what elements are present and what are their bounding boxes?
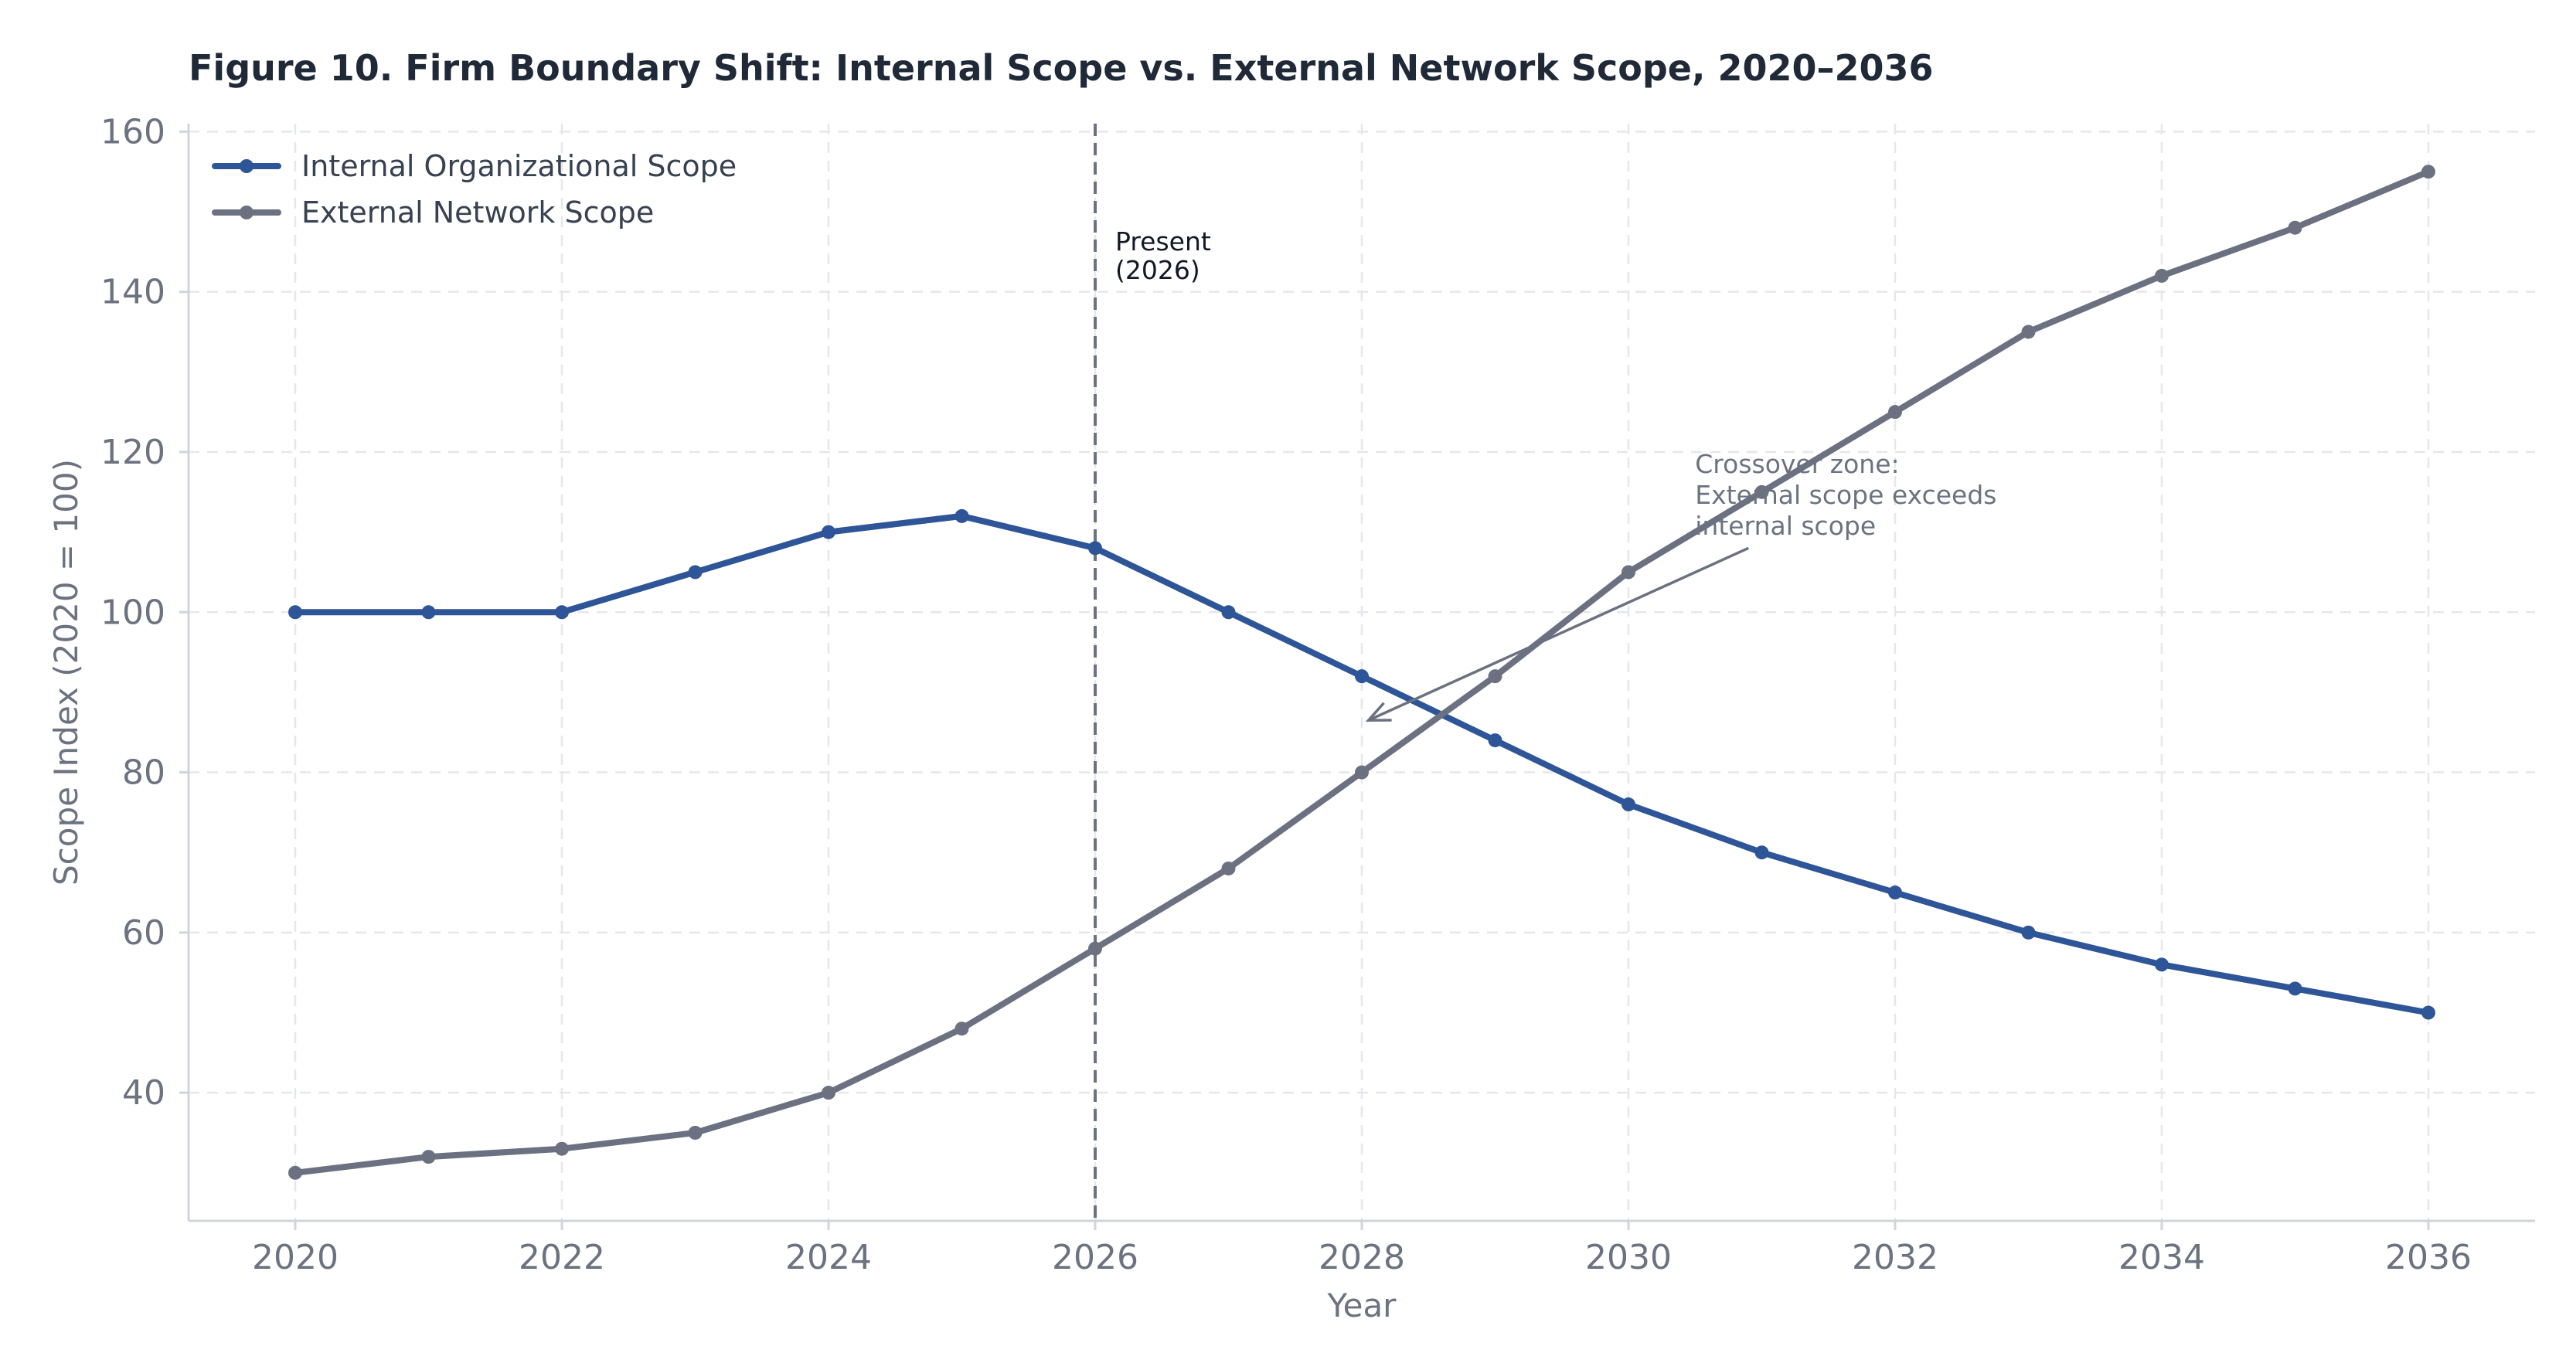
y-tick-label: 120 bbox=[100, 433, 165, 472]
x-tick-label: 2032 bbox=[1852, 1238, 1938, 1277]
data-point bbox=[1754, 484, 1769, 499]
crossover-label: External scope exceeds bbox=[1695, 480, 1996, 510]
data-point bbox=[1355, 765, 1369, 780]
x-tick-label: 2026 bbox=[1052, 1238, 1138, 1277]
data-point bbox=[288, 1165, 302, 1180]
data-point bbox=[2021, 325, 2036, 339]
data-point bbox=[688, 1125, 703, 1140]
x-tick-label: 2034 bbox=[2118, 1238, 2205, 1277]
legend-label: Internal Organizational Scope bbox=[301, 149, 737, 183]
legend-marker bbox=[240, 206, 254, 219]
y-tick-label: 60 bbox=[122, 913, 165, 953]
annotation-arrow bbox=[1367, 546, 1749, 722]
present-label: Present bbox=[1115, 226, 1211, 257]
data-point bbox=[2288, 981, 2302, 996]
present-label: (2026) bbox=[1115, 255, 1200, 285]
data-point bbox=[1088, 941, 1102, 956]
x-axis-ticks: 2020 2022 2024 2026 2028 2030 2032 2034 2036 bbox=[252, 1221, 2472, 1277]
data-point bbox=[1088, 541, 1102, 556]
x-tick-label: 2022 bbox=[519, 1238, 605, 1277]
data-point bbox=[421, 605, 436, 620]
data-point bbox=[1888, 405, 1902, 420]
annotation-arrowhead bbox=[1365, 702, 1392, 722]
y-tick-label: 80 bbox=[122, 753, 165, 793]
chart-title: Figure 10. Firm Boundary Shift: Internal… bbox=[189, 47, 1934, 89]
x-tick-label: 2028 bbox=[1319, 1238, 1405, 1277]
x-tick-label: 2020 bbox=[252, 1238, 339, 1277]
data-point bbox=[555, 1141, 569, 1156]
data-point bbox=[2155, 957, 2169, 972]
data-point bbox=[1488, 733, 1502, 748]
series-internal bbox=[288, 508, 2435, 1020]
y-tick-label: 140 bbox=[100, 273, 165, 312]
series-external bbox=[288, 165, 2435, 1180]
data-point bbox=[1754, 845, 1769, 860]
data-point bbox=[688, 565, 703, 580]
data-point bbox=[2288, 220, 2302, 235]
y-tick-label: 160 bbox=[100, 112, 165, 151]
x-tick-label: 2036 bbox=[2385, 1238, 2472, 1277]
x-axis-label: Year bbox=[1327, 1287, 1397, 1324]
data-point bbox=[1221, 605, 1236, 620]
data-point bbox=[1621, 797, 1635, 812]
legend-marker bbox=[240, 159, 254, 173]
y-axis-ticks: 40 60 80 100 120 140 160 bbox=[100, 112, 189, 1113]
data-point bbox=[2421, 165, 2435, 179]
crossover-annotation: Crossover zone:External scope exceedsint… bbox=[1365, 449, 1996, 722]
data-point bbox=[421, 1150, 436, 1164]
data-point bbox=[822, 525, 835, 539]
crossover-label: Crossover zone: bbox=[1695, 449, 1899, 479]
data-point bbox=[1621, 565, 1635, 580]
legend-label: External Network Scope bbox=[301, 195, 654, 229]
legend-item-internal: Internal Organizational Scope bbox=[212, 149, 737, 183]
data-point bbox=[2421, 1005, 2435, 1020]
data-point bbox=[1221, 861, 1236, 875]
y-tick-label: 100 bbox=[100, 593, 165, 632]
data-point bbox=[822, 1086, 835, 1100]
x-tick-label: 2030 bbox=[1585, 1238, 1672, 1277]
legend-item-external: External Network Scope bbox=[212, 195, 654, 229]
data-point bbox=[955, 508, 969, 523]
data-point bbox=[1488, 669, 1502, 684]
data-point bbox=[2021, 925, 2036, 940]
data-point bbox=[2155, 268, 2169, 283]
present-marker: Present(2026) bbox=[1094, 124, 1211, 1221]
data-point bbox=[1355, 669, 1369, 684]
data-point bbox=[288, 605, 302, 620]
y-tick-label: 40 bbox=[122, 1073, 165, 1113]
data-point bbox=[555, 605, 569, 620]
y-axis-label: Scope Index (2020 = 100) bbox=[47, 459, 85, 886]
x-tick-label: 2024 bbox=[785, 1238, 872, 1277]
legend: Internal Organizational Scope External Ne… bbox=[212, 149, 737, 229]
crossover-label: internal scope bbox=[1695, 511, 1876, 541]
data-point bbox=[1888, 886, 1902, 900]
data-point bbox=[955, 1022, 969, 1036]
series-layer bbox=[288, 165, 2435, 1180]
